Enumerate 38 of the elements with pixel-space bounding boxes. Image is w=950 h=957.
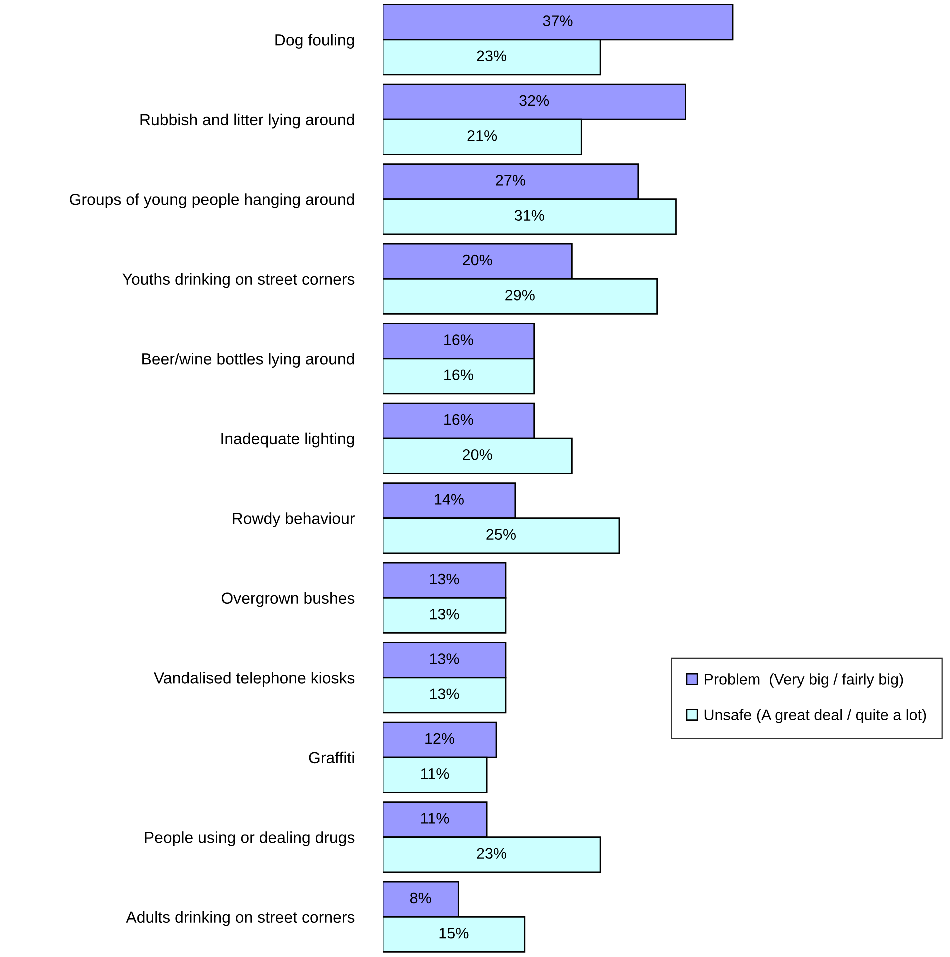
- data-label: 16%: [444, 414, 474, 426]
- y-tick-label: Overgrown bushes: [222, 592, 355, 608]
- data-label: 13%: [430, 654, 460, 664]
- legend-label: Problem (Very big / fairly big): [704, 674, 904, 688]
- data-label: 20%: [463, 254, 492, 266]
- data-label: 25%: [486, 529, 516, 540]
- data-label: 16%: [444, 370, 474, 381]
- y-tick-label: Rubbish and litter lying around: [140, 114, 354, 129]
- data-label: 13%: [430, 688, 460, 700]
- data-label: 20%: [463, 449, 492, 460]
- data-label: 16%: [444, 334, 474, 346]
- data-label: 32%: [520, 95, 550, 106]
- data-label: 13%: [430, 608, 460, 620]
- data-label: 15%: [440, 928, 469, 939]
- data-label: 13%: [430, 574, 460, 585]
- y-tick-label: People using or dealing drugs: [145, 832, 355, 846]
- data-label: 37%: [543, 16, 573, 26]
- y-tick-label: Rowdy behaviour: [233, 512, 355, 528]
- data-label: 31%: [514, 210, 544, 222]
- y-tick-label: Youths drinking on street corners: [122, 273, 355, 288]
- data-label: 14%: [435, 494, 464, 505]
- data-label: 23%: [477, 50, 507, 62]
- data-label: 12%: [426, 733, 455, 744]
- data-label: 11%: [421, 768, 450, 780]
- y-tick-label: Inadequate lighting: [222, 432, 354, 448]
- data-label: 27%: [496, 175, 526, 186]
- data-label: 21%: [468, 130, 498, 142]
- data-label: 23%: [477, 848, 507, 860]
- data-label: 8%: [410, 892, 432, 904]
- data-label: 29%: [506, 290, 535, 301]
- y-tick-label: Beer/wine bottles lying around: [142, 353, 354, 368]
- y-tick-label: Dog fouling: [276, 34, 354, 49]
- y-tick-label: Adults drinking on street corners: [126, 911, 355, 926]
- data-label: 11%: [421, 813, 450, 824]
- y-tick-label: Vandalised telephone kiosks: [154, 672, 355, 687]
- y-tick-label: Groups of young people hanging around: [70, 194, 354, 208]
- legend-label: Unsafe (A great deal / quite a lot): [704, 709, 926, 724]
- y-tick-label: Graffiti: [309, 752, 354, 764]
